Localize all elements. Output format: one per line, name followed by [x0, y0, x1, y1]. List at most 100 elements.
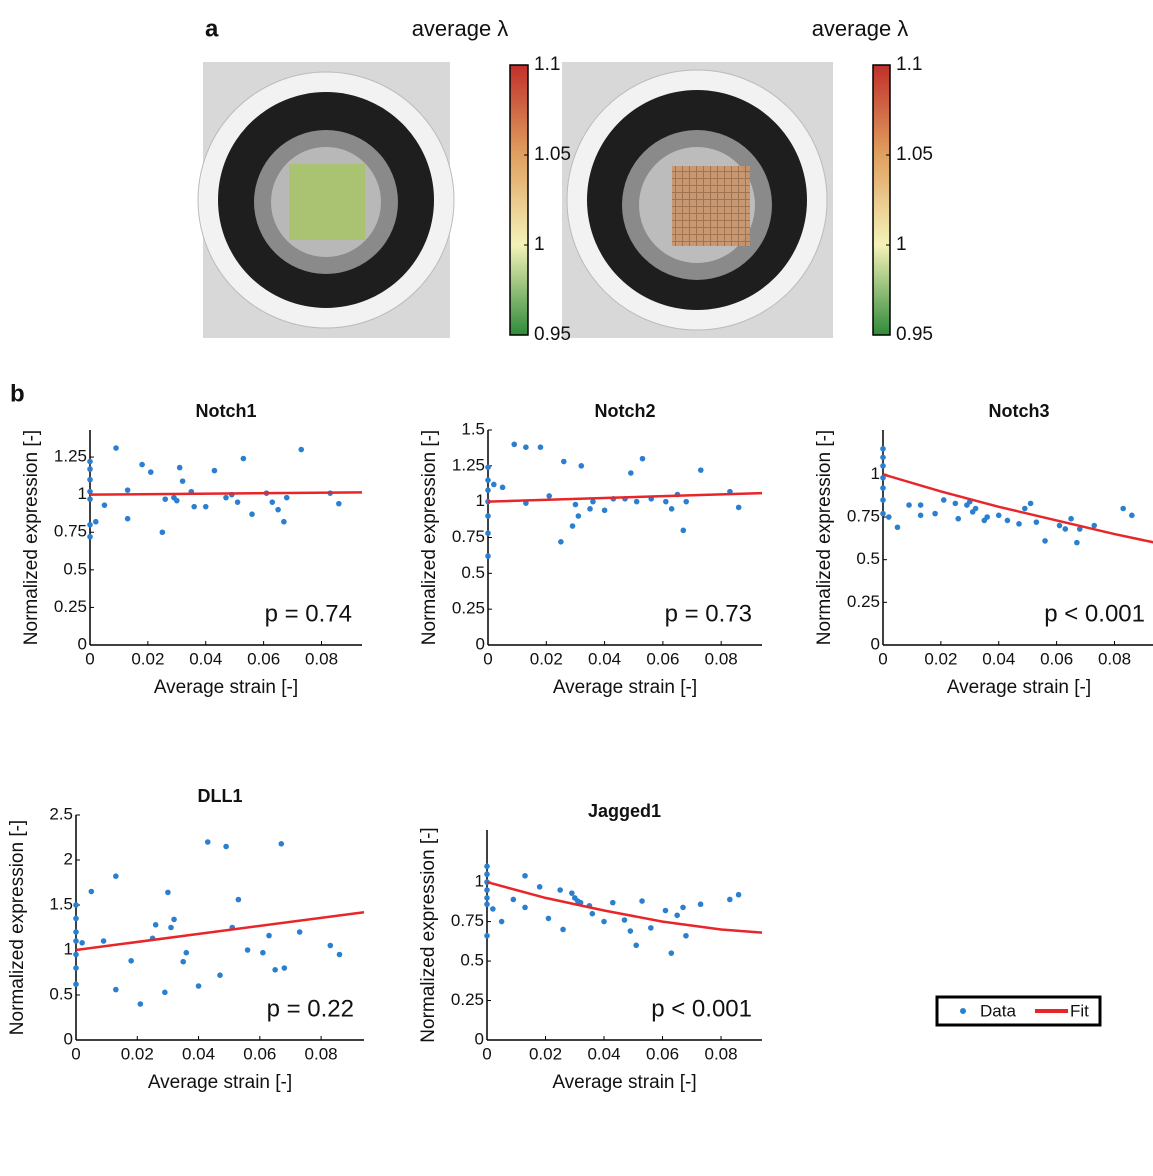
colorbar-tick-label: 1.05: [534, 144, 571, 165]
data-point: [668, 950, 675, 956]
x-tick-label: 0: [85, 649, 94, 668]
data-point: [639, 455, 646, 462]
x-tick-label: 0.02: [121, 1044, 154, 1063]
data-point: [575, 513, 582, 519]
data-point: [1016, 521, 1022, 527]
y-tick-label: 0.25: [452, 599, 485, 618]
data-point: [569, 523, 576, 529]
data-point: [662, 907, 669, 914]
colorbar: [872, 64, 891, 336]
data-point: [589, 910, 596, 917]
x-tick-label: 0: [71, 1044, 80, 1063]
x-tick-label: 0.06: [243, 1044, 276, 1063]
x-tick-label: 0.04: [182, 1044, 215, 1063]
data-point: [202, 503, 209, 510]
chart-title: Notch2: [594, 401, 655, 421]
x-tick-label: 0.08: [305, 649, 338, 668]
data-point: [147, 469, 154, 475]
x-axis-label: Average strain [-]: [148, 1072, 292, 1093]
x-tick-label: 0.04: [189, 649, 222, 668]
data-point: [683, 932, 689, 939]
fit-line: [75, 910, 365, 952]
y-tick-label: 0.75: [451, 911, 484, 930]
y-axis-label: Normalized expression [-]: [7, 820, 28, 1035]
data-point: [152, 922, 159, 928]
y-tick-label: 0: [871, 634, 880, 653]
data-point: [272, 967, 278, 973]
photo: [197, 62, 455, 338]
data-point: [680, 904, 686, 911]
colorbar-tick-label: 1.1: [896, 54, 922, 75]
data-point: [269, 499, 276, 505]
data-point: [587, 506, 593, 512]
y-tick-label: 1: [476, 491, 485, 510]
colorbar: [509, 64, 529, 336]
data-point: [663, 498, 669, 505]
data-point: [223, 843, 229, 850]
y-tick-label: 0.25: [451, 990, 484, 1009]
data-point: [195, 983, 202, 989]
data-point: [984, 514, 990, 520]
data-point: [485, 513, 491, 519]
y-tick-label: 0.5: [63, 559, 87, 578]
data-point: [697, 467, 704, 473]
data-point: [137, 1001, 144, 1007]
data-point: [124, 515, 131, 522]
data-point: [87, 496, 93, 502]
data-point: [735, 891, 742, 898]
y-tick-label: 1: [78, 484, 87, 503]
x-tick-label: 0.06: [646, 1044, 679, 1063]
data-point: [124, 487, 131, 493]
data-point: [278, 841, 285, 847]
data-point: [536, 884, 543, 890]
data-point: [281, 965, 288, 971]
data-point: [609, 899, 616, 906]
annotation: p = 0.73: [665, 600, 752, 627]
data-point: [952, 500, 959, 507]
data-point: [955, 515, 962, 522]
data-point: [73, 951, 79, 958]
data-point: [1033, 519, 1040, 525]
data-point: [183, 949, 190, 956]
annotation: p = 0.22: [267, 995, 354, 1022]
plot: Notch2 0 0.25 0.5 0.75 1 1.25 1.5 0 0.02 0.04 0.06 0…: [419, 401, 763, 698]
data-point: [171, 916, 177, 923]
data-point: [484, 901, 490, 908]
data-point: [73, 981, 79, 987]
data-point: [697, 901, 704, 908]
data-point: [298, 446, 305, 453]
data-point: [159, 529, 166, 536]
data-point: [249, 511, 255, 517]
annotation: p = 0.74: [265, 600, 352, 627]
chart-title: Jagged1: [588, 801, 661, 821]
x-tick-label: 0.02: [530, 649, 563, 668]
y-tick-label: 0.75: [54, 522, 87, 541]
y-tick-label: 0: [475, 1029, 484, 1048]
data-point: [73, 929, 79, 935]
data-point: [217, 972, 223, 978]
data-point: [162, 989, 168, 996]
x-tick-label: 0.08: [305, 1044, 338, 1063]
data-point: [484, 863, 490, 870]
y-tick-label: 1: [871, 464, 880, 483]
x-tick-label: 0.02: [924, 649, 957, 668]
data-point: [266, 932, 272, 939]
colorbar-tick-label: 1.05: [896, 144, 933, 165]
chart-title: Notch3: [988, 401, 1049, 421]
data-point: [327, 942, 334, 949]
data-point: [735, 504, 742, 511]
data-point: [880, 454, 886, 461]
data-point: [485, 487, 491, 494]
data-point: [522, 904, 528, 911]
y-tick-label: 0.5: [461, 563, 485, 582]
data-point: [621, 917, 628, 923]
data-point: [234, 499, 241, 505]
x-tick-label: 0.02: [131, 649, 164, 668]
y-tick-label: 1: [64, 939, 73, 958]
annotation: p < 0.001: [651, 995, 752, 1022]
y-tick-label: 1.25: [452, 455, 485, 474]
chart-title: Notch1: [195, 401, 256, 421]
data-point: [87, 458, 93, 465]
data-point: [113, 445, 119, 451]
